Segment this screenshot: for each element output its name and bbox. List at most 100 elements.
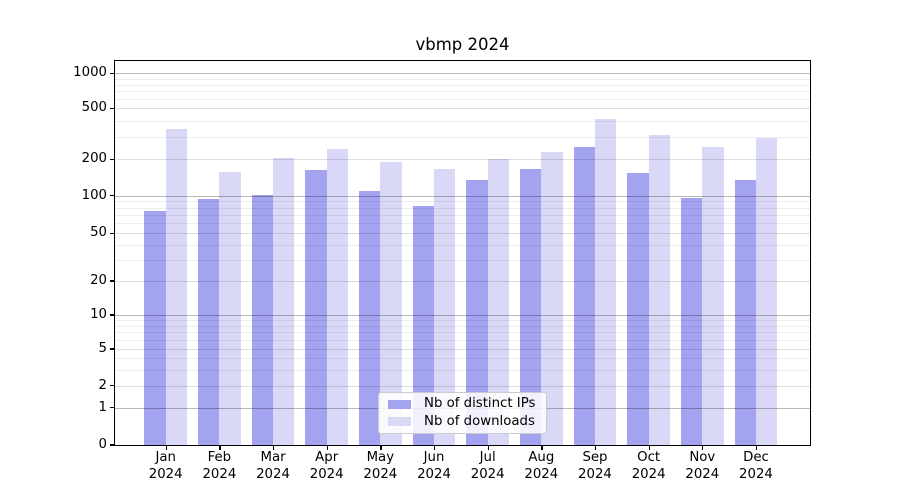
chart-title: vbmp 2024	[415, 35, 510, 54]
legend-label-downloads: Nb of downloads	[424, 413, 535, 429]
y-tick-label-1000: 1000	[73, 65, 107, 81]
bar-distinct-ips-aug	[519, 169, 542, 445]
x-tick-mark-dec	[755, 446, 758, 450]
gridline-20	[115, 281, 810, 282]
legend-swatch-distinct-ips	[388, 399, 411, 410]
gridline-50	[115, 233, 810, 235]
y-tick-mark-1	[110, 407, 114, 409]
bar-distinct-ips-nov	[680, 197, 703, 445]
legend-entry-distinct-ips: Nb of distinct IPs	[388, 396, 537, 412]
x-tick-label-feb: Feb 2024	[202, 450, 237, 482]
x-tick-mark-oct	[648, 446, 650, 450]
bar-downloads-sep	[594, 119, 617, 445]
x-tick-mark-aug	[541, 446, 543, 450]
gridline-3	[115, 369, 810, 371]
bar-downloads-oct	[648, 134, 671, 445]
bar-distinct-ips-jun	[412, 206, 434, 445]
x-tick-label-dec: Dec 2024	[739, 450, 773, 482]
x-tick-mark-jan	[165, 446, 167, 450]
gridline-500	[115, 108, 810, 110]
x-tick-label-jul: Jul 2024	[470, 450, 505, 482]
bar-downloads-aug	[541, 151, 563, 445]
legend: Nb of distinct IPs Nb of downloads	[378, 392, 547, 434]
gridline-1000	[115, 73, 810, 75]
bar-distinct-ips-feb	[197, 199, 220, 445]
gridline-7	[115, 332, 810, 334]
bar-distinct-ips-oct	[627, 172, 649, 445]
gridline-90	[115, 201, 810, 203]
x-tick-label-mar: Mar 2024	[256, 450, 290, 482]
gridline-100	[115, 195, 810, 197]
y-tick-label-1: 1	[98, 399, 107, 415]
y-tick-mark-5	[110, 348, 114, 350]
x-tick-label-sep: Sep 2024	[578, 450, 612, 482]
bar-distinct-ips-jan	[144, 211, 166, 445]
gridline-900	[115, 78, 810, 80]
x-tick-label-oct: Oct 2024	[631, 450, 666, 482]
x-tick-label-apr: Apr 2024	[309, 450, 344, 482]
bar-distinct-ips-apr	[305, 170, 327, 445]
y-tick-mark-2	[110, 385, 114, 387]
y-tick-mark-0	[110, 444, 114, 446]
y-tick-mark-1000	[110, 72, 114, 74]
x-tick-label-jan: Jan 2024	[148, 450, 183, 482]
gridline-600	[115, 99, 810, 101]
bar-distinct-ips-mar	[251, 194, 273, 445]
legend-entry-downloads: Nb of downloads	[388, 414, 537, 430]
gridline-80	[115, 207, 810, 209]
gridline-300	[115, 136, 810, 138]
bar-distinct-ips-may	[358, 190, 381, 445]
y-tick-mark-200	[110, 158, 114, 160]
x-tick-mark-nov	[702, 446, 704, 450]
y-tick-mark-500	[110, 107, 114, 109]
y-tick-label-50: 50	[90, 225, 107, 241]
y-tick-label-20: 20	[90, 273, 107, 288]
x-tick-label-aug: Aug 2024	[524, 450, 559, 482]
legend-swatch-downloads	[388, 416, 411, 427]
gridline-70	[115, 215, 810, 217]
y-tick-mark-20	[110, 280, 114, 282]
x-tick-label-jun: Jun 2024	[417, 450, 451, 482]
x-tick-mark-mar	[273, 446, 275, 450]
y-tick-mark-10	[110, 314, 114, 316]
x-tick-label-may: May 2024	[363, 450, 398, 482]
gridline-8	[115, 325, 810, 327]
gridline-10	[115, 315, 810, 316]
y-tick-label-100: 100	[81, 187, 107, 203]
x-tick-mark-sep	[594, 446, 597, 450]
bar-downloads-jul	[487, 159, 510, 445]
gridline-6	[115, 340, 810, 342]
gridline-5	[115, 349, 810, 350]
legend-label-distinct-ips: Nb of distinct IPs	[424, 396, 536, 412]
y-tick-label-2: 2	[98, 377, 107, 393]
bar-downloads-dec	[755, 137, 778, 445]
gridline-4	[115, 357, 810, 359]
x-tick-mark-jul	[487, 446, 489, 450]
bar-downloads-jun	[434, 169, 456, 445]
gridline-200	[115, 159, 810, 161]
bar-downloads-feb	[219, 171, 241, 445]
y-tick-label-10: 10	[90, 307, 107, 322]
x-tick-label-nov: Nov 2024	[685, 450, 720, 482]
y-tick-label-200: 200	[81, 151, 107, 167]
gridline-400	[115, 120, 810, 122]
bar-downloads-jan	[165, 128, 188, 445]
bar-distinct-ips-jul	[466, 179, 488, 445]
bar-downloads-mar	[273, 158, 295, 445]
y-tick-label-5: 5	[98, 341, 107, 356]
y-tick-mark-100	[110, 195, 114, 197]
plot-area	[114, 60, 811, 446]
gridline-60	[115, 223, 810, 225]
bar-distinct-ips-dec	[734, 179, 756, 445]
gridline-9	[115, 320, 810, 322]
bar-downloads-nov	[702, 147, 724, 445]
gridline-700	[115, 91, 810, 93]
x-tick-mark-jun	[434, 446, 436, 450]
gridline-800	[115, 84, 810, 86]
y-tick-label-500: 500	[81, 100, 107, 116]
bar-downloads-apr	[326, 149, 349, 445]
bar-downloads-may	[380, 162, 402, 445]
x-tick-mark-apr	[326, 446, 328, 450]
x-tick-mark-feb	[219, 446, 221, 450]
